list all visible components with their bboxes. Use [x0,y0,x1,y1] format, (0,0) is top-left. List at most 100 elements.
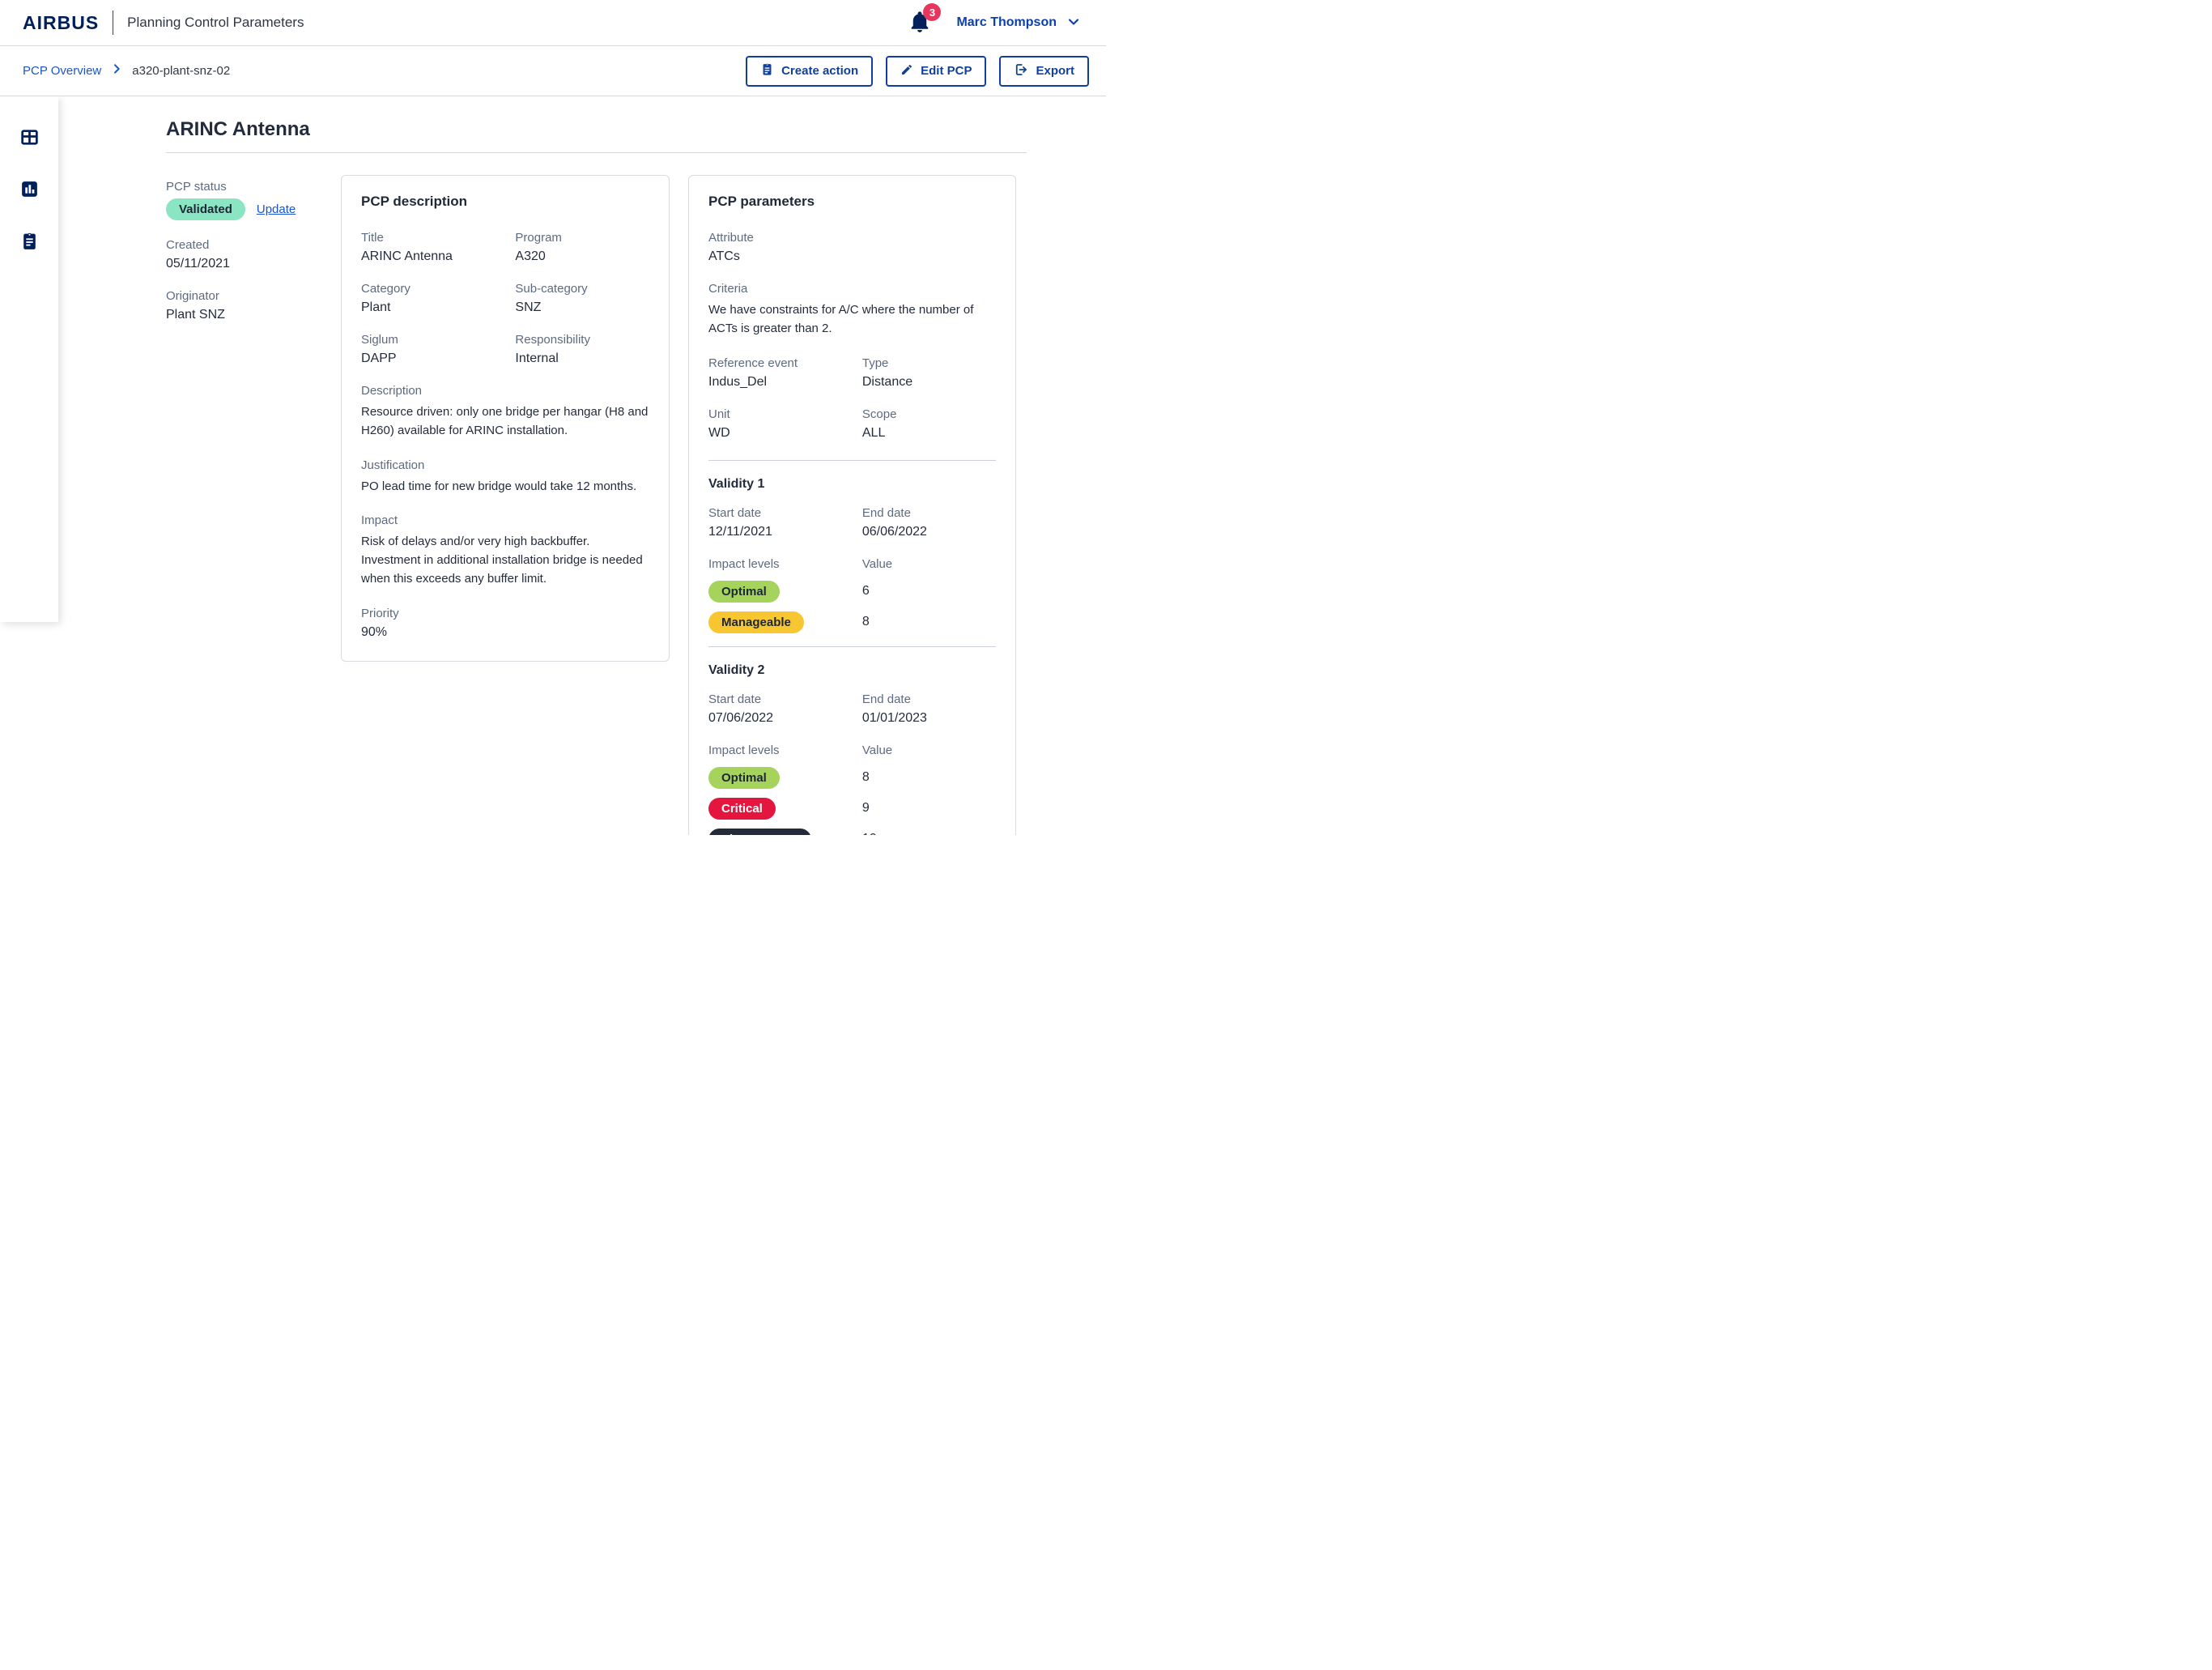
impact-level-value: 9 [861,801,870,815]
pcp-parameters-card: PCP parameters Attribute ATCs Criteria W… [688,175,1016,835]
reference-event-field: Reference event Indus_Del [708,356,862,390]
description-value: Resource driven: only one bridge per han… [361,405,649,438]
sidebar [0,96,58,622]
subcategory-value: SNZ [515,300,542,314]
update-link[interactable]: Update [256,202,296,216]
start-date-label: Start date [708,505,762,520]
parameters-row-2: Unit WD Scope ALL [708,407,996,458]
reference-event-label: Reference event [708,356,798,370]
page-title: ARINC Antenna [166,118,310,140]
impact-level-value: 8 [861,615,870,628]
priority-value: 90% [361,624,388,639]
end-date-label: End date [861,505,911,520]
notifications-button[interactable]: 3 [906,3,942,36]
impact-level-row: Optimal 8 [708,766,996,789]
validity-1-section: Validity 1 Start date 12/11/2021 End dat… [708,477,996,633]
subcategory-label: Sub-category [515,282,588,296]
breadcrumb: PCP Overview a320-plant-snz-02 [23,62,230,79]
impact-levels-label: Impact levels [708,743,780,757]
validity-1-dates: Start date 12/11/2021 End date 06/06/202… [708,506,996,557]
description-card-title: PCP description [361,194,467,209]
unit-field: Unit WD [708,407,862,441]
created-field: Created 05/11/2021 [166,238,322,271]
end-date-value: 01/01/2023 [861,710,927,725]
validity-1-levels-header: Impact levels Value [708,557,996,581]
parameters-card-title: PCP parameters [708,194,815,209]
breadcrumb-current: a320-plant-snz-02 [132,64,231,78]
user-menu[interactable]: Marc Thompson [956,14,1082,32]
value-label: Value [861,743,893,757]
sidebar-item-dashboard[interactable] [13,122,45,155]
clipboard-icon [19,231,40,253]
create-action-label: Create action [781,64,859,78]
edit-pcp-button[interactable]: Edit PCP [886,55,987,87]
attribute-label: Attribute [708,231,754,245]
user-name: Marc Thompson [956,15,1057,29]
criteria-value: We have constraints for A/C where the nu… [708,303,974,336]
title-divider [166,152,1027,153]
originator-label: Originator [166,289,219,303]
impact-level-value: 6 [861,584,870,598]
end-date-value: 06/06/2022 [861,524,927,539]
scope-value: ALL [861,425,886,440]
criteria-label: Criteria [708,282,748,296]
created-value: 05/11/2021 [166,257,230,271]
impact-level-badge: Optimal [708,766,780,789]
title-value: ARINC Antenna [361,249,453,263]
priority-field: Priority 90% [361,607,649,640]
responsibility-field: Responsibility Internal [515,333,649,366]
export-icon [1014,62,1028,80]
export-button[interactable]: Export [999,55,1089,87]
attribute-field: Attribute ATCs [708,231,996,264]
start-date-field: Start date 12/11/2021 [708,506,862,539]
impact-field: Impact Risk of delays and/or very high b… [361,513,649,589]
sidebar-item-actions[interactable] [13,226,45,258]
impact-label: Impact [361,513,398,527]
responsibility-label: Responsibility [515,333,590,347]
validity-2-dates: Start date 07/06/2022 End date 01/01/202… [708,692,996,743]
impact-level-row: Showstopper 10 [708,828,996,835]
attribute-value: ATCs [708,249,740,263]
start-date-label: Start date [708,692,762,706]
brand-area: AIRBUS Planning Control Parameters [23,11,304,35]
criteria-field: Criteria We have constraints for A/C whe… [708,282,996,339]
impact-level-row: Optimal 6 [708,580,996,603]
sidebar-item-analytics[interactable] [13,174,45,207]
export-label: Export [1036,64,1074,78]
airbus-logo: AIRBUS [23,11,100,33]
unit-value: WD [708,425,730,440]
impact-levels-label: Impact levels [708,556,780,571]
start-date-value: 07/06/2022 [708,710,774,725]
end-date-field: End date 01/01/2023 [862,692,996,726]
breadcrumb-link-pcp-overview[interactable]: PCP Overview [23,64,102,78]
start-date-field: Start date 07/06/2022 [708,692,862,726]
description-field: Description Resource driven: only one br… [361,384,649,441]
subcategory-field: Sub-category SNZ [515,282,649,315]
notification-badge: 3 [923,3,942,21]
created-label: Created [166,238,210,252]
title-label: Title [361,231,384,245]
clipboard-icon [760,62,774,79]
main-content: ARINC Antenna PCP status Validated Updat… [166,96,1027,835]
category-field: Category Plant [361,282,515,315]
category-value: Plant [361,300,391,314]
description-row-1: Title ARINC Antenna Program A320 [361,231,649,282]
start-date-value: 12/11/2021 [708,524,772,539]
description-row-3: Siglum DAPP Responsibility Internal [361,333,649,384]
end-date-field: End date 06/06/2022 [862,506,996,539]
grid-icon [19,127,40,150]
chevron-right-icon [110,62,123,79]
validity-2-levels-header: Impact levels Value [708,743,996,767]
value-label: Value [861,556,893,571]
create-action-button[interactable]: Create action [746,55,874,87]
description-row-2: Category Plant Sub-category SNZ [361,282,649,333]
edit-pcp-label: Edit PCP [921,64,972,78]
category-label: Category [361,282,410,296]
program-value: A320 [515,249,546,263]
impact-level-value: 10 [862,832,996,835]
justification-value: PO lead time for new bridge would take 1… [361,479,637,493]
bar-chart-icon [19,179,40,202]
siglum-value: DAPP [361,351,397,365]
status-row: Validated Update [166,198,322,220]
siglum-label: Siglum [361,333,398,347]
